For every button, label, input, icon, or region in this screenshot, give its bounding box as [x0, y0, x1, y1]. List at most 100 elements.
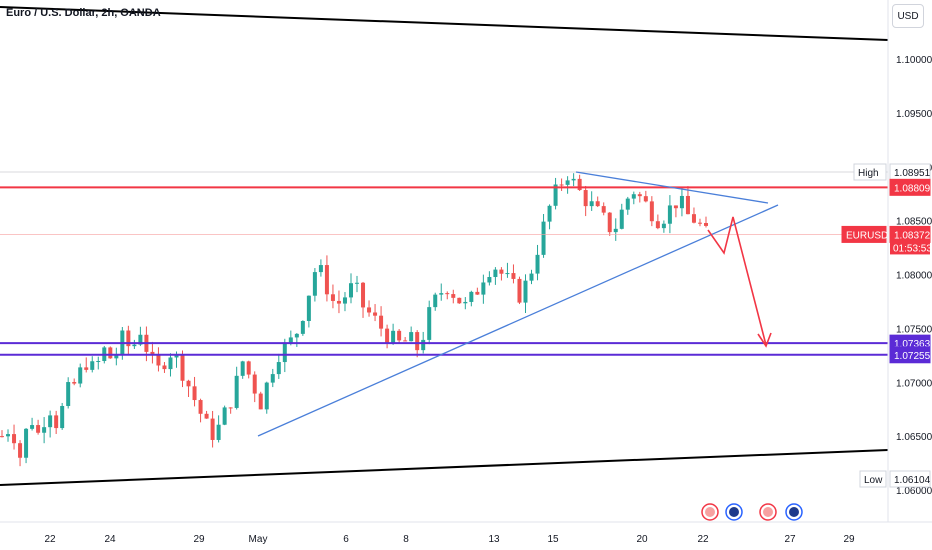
candle-body: [258, 393, 263, 410]
candle-body: [517, 278, 522, 303]
candle-body: [409, 332, 414, 342]
low-tag-label: Low: [864, 475, 883, 486]
price-tick-label: 1.08500: [896, 217, 932, 228]
projection-arrow: [707, 216, 767, 346]
candle-body: [595, 201, 600, 207]
time-tick-label: 15: [547, 534, 559, 545]
candle-body: [306, 295, 311, 321]
candle-body: [607, 212, 612, 233]
candle-body: [30, 425, 35, 429]
high-tag: High 1.08951: [853, 163, 931, 181]
projection-arrowhead: [757, 332, 772, 348]
falling-trendline: [575, 171, 769, 204]
price-tags: High 1.08951 1.08809 EURUSD 1.08372 01:53:53 1…: [841, 163, 932, 488]
candle-body: [577, 178, 582, 191]
channel-bottom-line: [0, 449, 889, 486]
candle-body: [36, 425, 41, 433]
high-tag-value: 1.08951: [894, 168, 931, 179]
economic-event-flag-icon[interactable]: [725, 503, 743, 521]
high-tag-label-box: [853, 163, 887, 181]
time-tick-label: 27: [784, 534, 796, 545]
time-tick-label: 29: [193, 534, 205, 545]
candle-body: [126, 330, 131, 347]
price-tick-label: 1.07500: [896, 324, 932, 335]
candle-body: [18, 443, 23, 458]
candle-body: [679, 195, 684, 209]
candle-body: [433, 294, 438, 308]
candle-body: [541, 221, 546, 255]
candles-layer: [0, 173, 708, 467]
low-tag-value: 1.06104: [894, 475, 931, 486]
candle-body: [583, 190, 588, 207]
candle-body: [342, 297, 347, 304]
time-tick-label: 29: [843, 534, 855, 545]
candle-body: [547, 205, 552, 222]
candle-body: [54, 415, 59, 429]
currency-button[interactable]: USD: [892, 4, 924, 28]
candle-body: [270, 374, 275, 383]
candle-body: [667, 205, 672, 224]
support-lower-tag-value: 1.07255: [894, 351, 931, 362]
candle-body: [685, 195, 690, 215]
candle-body: [48, 415, 53, 428]
candle-body: [601, 206, 606, 213]
economic-event-flag-icon[interactable]: [785, 503, 803, 521]
time-tick-label: 20: [636, 534, 648, 545]
candle-body: [312, 272, 317, 296]
economic-event-flag-icon[interactable]: [701, 503, 719, 521]
time-tick-label: 22: [44, 534, 56, 545]
candle-body: [511, 273, 516, 279]
candle-body: [210, 418, 215, 440]
last-price-tag-label: EURUSD: [846, 230, 888, 241]
economic-event-flag-icon[interactable]: [759, 503, 777, 521]
candle-body: [361, 282, 366, 308]
candle-body: [691, 214, 696, 223]
event-dot: [789, 507, 799, 517]
candle-body: [673, 205, 678, 209]
price-tick-label: 1.06500: [896, 432, 932, 443]
candle-body: [613, 228, 618, 233]
candle-body: [294, 333, 299, 338]
candle-body: [132, 344, 137, 347]
candle-body: [168, 357, 173, 370]
candle-body: [0, 436, 4, 438]
candle-body: [24, 428, 29, 458]
candle-body: [180, 354, 185, 381]
rising-trendline: [257, 204, 779, 437]
candle-body: [138, 334, 143, 345]
resistance-tag-value: 1.08809: [894, 183, 931, 194]
candle-body: [385, 328, 390, 344]
candle-body: [529, 273, 534, 281]
candle-body: [469, 291, 474, 302]
candle-body: [282, 342, 287, 363]
candle-body: [234, 375, 239, 408]
candle-body: [240, 361, 245, 376]
candle-body: [324, 265, 329, 295]
candle-body: [457, 297, 462, 304]
economic-events[interactable]: [701, 503, 803, 521]
candle-body: [619, 209, 624, 229]
support-upper-tag-value: 1.07363: [894, 339, 931, 350]
time-tick-label: 24: [104, 534, 116, 545]
candle-body: [108, 347, 113, 359]
event-dot: [763, 507, 773, 517]
candle-body: [222, 407, 227, 425]
low-tag: Low 1.06104: [859, 470, 931, 488]
candle-body: [697, 222, 702, 224]
candle-body: [216, 424, 221, 440]
candle-body: [475, 291, 480, 295]
candle-body: [96, 361, 101, 363]
candle-body: [186, 380, 191, 387]
low-tag-value-box: [889, 470, 931, 488]
candle-body: [421, 339, 426, 351]
price-tick-label: 1.10000: [896, 55, 932, 66]
support-lower-tag-value-box: [889, 346, 931, 364]
candle-body: [162, 365, 167, 370]
candle-body: [12, 434, 17, 444]
candle-body: [192, 386, 197, 401]
candle-body: [60, 405, 65, 429]
event-dot: [705, 507, 715, 517]
candle-body: [704, 223, 708, 226]
candle-body: [72, 382, 77, 384]
